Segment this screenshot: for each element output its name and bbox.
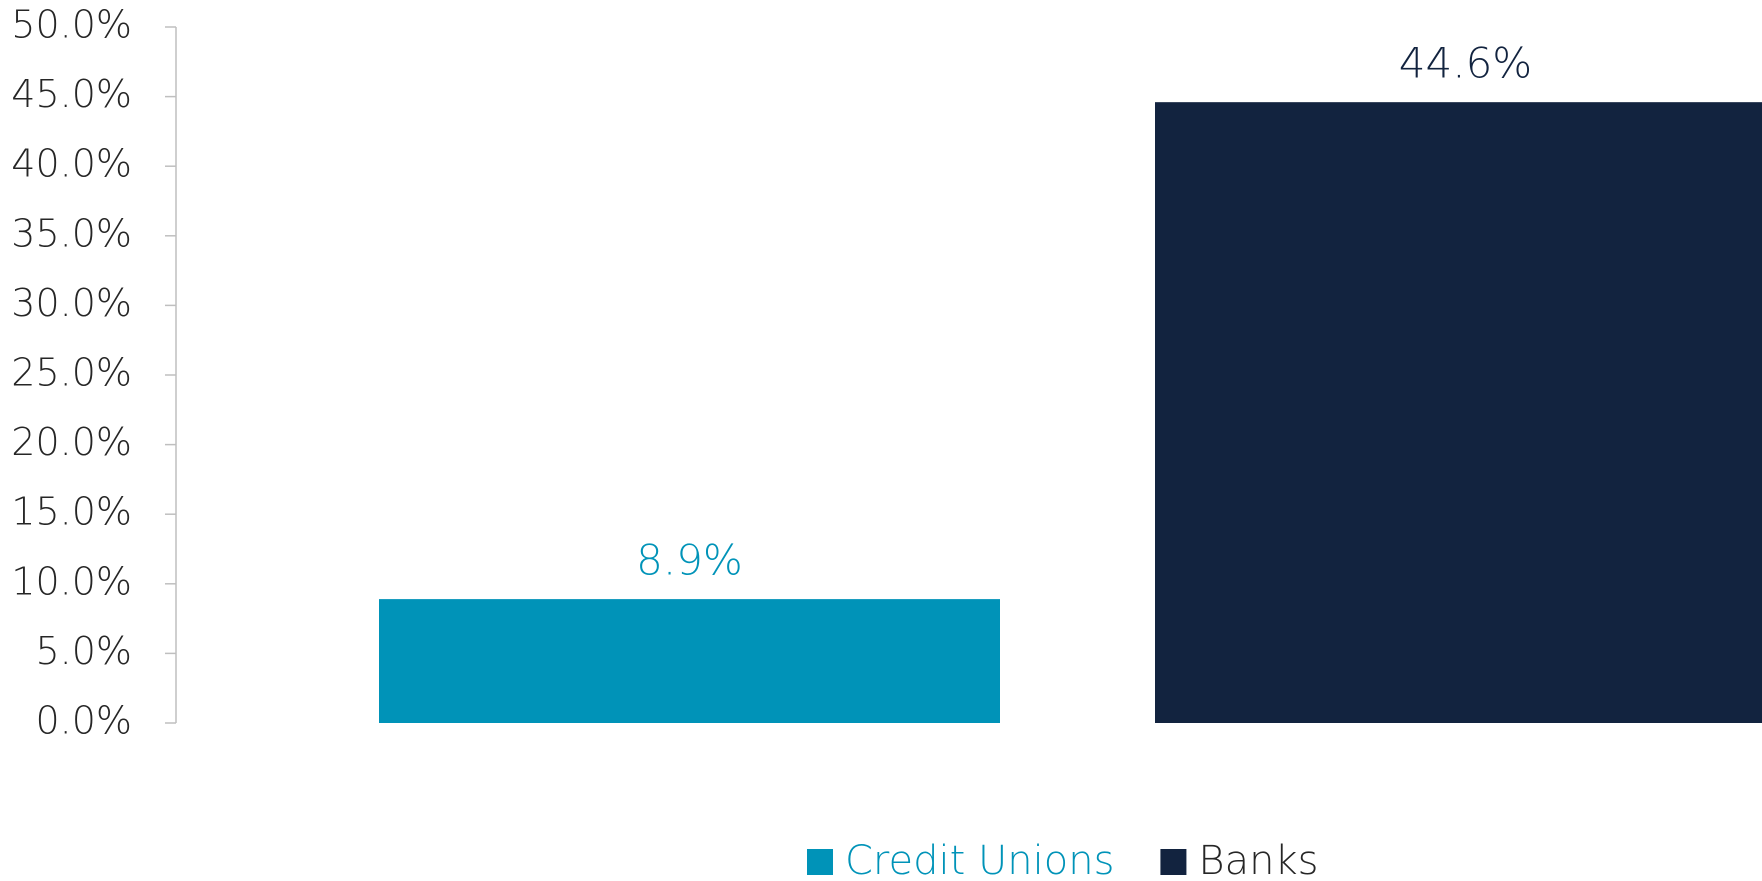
- legend-swatch: [1160, 849, 1187, 875]
- y-tick-label: 30.0%: [11, 281, 132, 325]
- data-label: 8.9%: [636, 536, 743, 585]
- legend-label: Credit Unions: [845, 838, 1114, 881]
- data-label: 44.6%: [1399, 39, 1532, 88]
- y-tick-label: 40.0%: [11, 142, 132, 186]
- legend-swatch: [807, 849, 833, 875]
- legend-label: Banks: [1198, 838, 1318, 881]
- y-tick-label: 10.0%: [11, 559, 132, 603]
- bar: [379, 599, 1000, 723]
- y-tick-label: 45.0%: [11, 72, 132, 116]
- y-tick-label: 25.0%: [11, 351, 132, 395]
- y-tick-label: 50.0%: [11, 3, 132, 47]
- y-tick-label: 35.0%: [11, 211, 132, 255]
- y-tick-label: 5.0%: [35, 629, 132, 673]
- y-tick-label: 0.0%: [35, 699, 132, 743]
- y-tick-label: 20.0%: [11, 420, 132, 464]
- y-tick-label: 15.0%: [11, 490, 132, 534]
- bar: [1155, 102, 1762, 724]
